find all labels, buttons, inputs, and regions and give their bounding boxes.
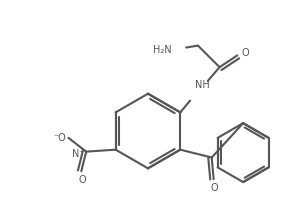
Text: O: O <box>211 183 218 193</box>
Text: O: O <box>79 175 86 185</box>
Text: ⁻O: ⁻O <box>54 133 67 143</box>
Text: NH: NH <box>194 80 209 90</box>
Text: H₂N: H₂N <box>153 46 171 56</box>
Text: N⁺: N⁺ <box>72 149 84 159</box>
Text: O: O <box>241 48 249 59</box>
